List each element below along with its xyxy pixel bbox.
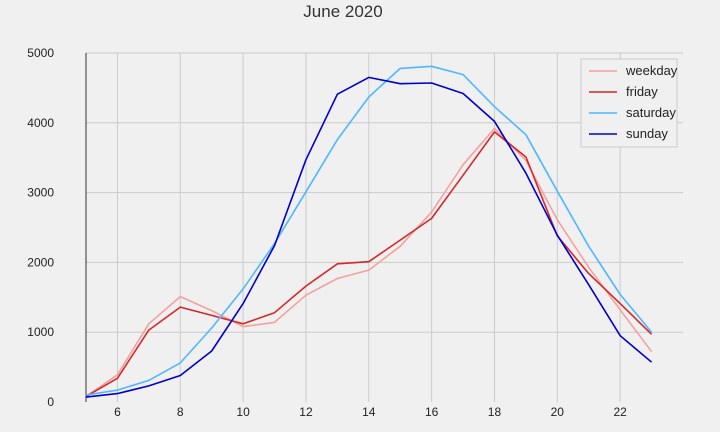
legend-label-weekday: weekday [625,63,678,78]
legend: weekday friday saturday sunday [580,58,678,148]
chart-title: June 2020 [303,2,382,21]
y-tick-label-2: 2000 [27,255,54,269]
y-tick-label-3: 3000 [27,186,54,200]
series-line-saturday [85,65,653,396]
y-tick-label-5: 5000 [27,46,54,60]
x-tick-label-1: 8 [177,405,184,419]
x-tick-label-6: 18 [488,405,502,419]
grid [86,52,683,402]
y-tick-label-0: 0 [47,395,54,409]
legend-label-saturday: saturday [626,105,676,120]
x-tick-label-8: 22 [613,405,627,419]
legend-label-sunday: sunday [626,126,668,141]
series-line-sunday [85,76,653,398]
x-tick-label-5: 16 [425,405,439,419]
x-tick-label-7: 20 [551,405,565,419]
x-axis-ticks: 6 8 10 12 14 16 18 20 22 [114,405,627,419]
y-tick-label-4: 4000 [27,116,54,130]
x-tick-label-4: 14 [362,405,376,419]
y-tick-label-1: 1000 [27,325,54,339]
x-tick-label-0: 6 [114,405,121,419]
series-lines [85,65,653,398]
x-tick-label-3: 12 [299,405,313,419]
x-tick-label-2: 10 [236,405,250,419]
series-line-weekday [85,127,653,398]
y-axis-ticks: 0 1000 2000 3000 4000 5000 [27,46,54,409]
legend-box [580,58,678,148]
legend-label-friday: friday [626,84,658,99]
